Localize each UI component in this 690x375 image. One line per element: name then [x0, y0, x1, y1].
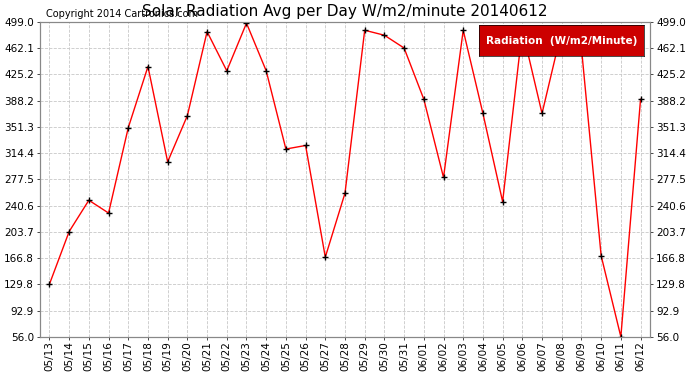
- Text: Copyright 2014 Cartronics.com: Copyright 2014 Cartronics.com: [46, 9, 198, 19]
- Title: Solar Radiation Avg per Day W/m2/minute 20140612: Solar Radiation Avg per Day W/m2/minute …: [142, 4, 548, 19]
